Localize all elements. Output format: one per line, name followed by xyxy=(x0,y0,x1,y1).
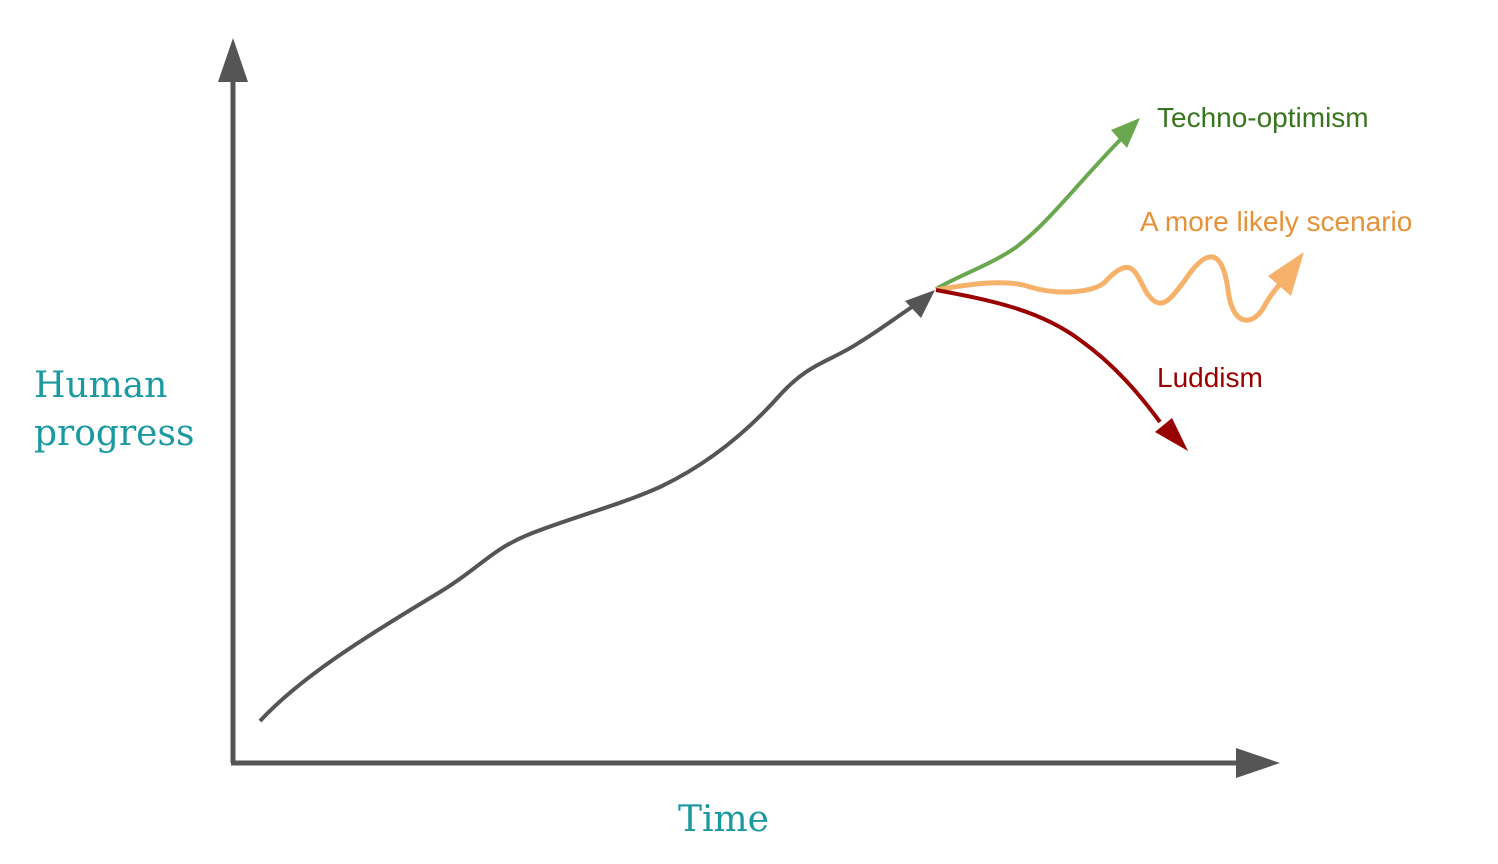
y-axis-label: Human progress xyxy=(34,365,195,454)
likely-curve xyxy=(935,254,1292,323)
likely-arrow xyxy=(1268,252,1304,296)
scenario-label: Luddism xyxy=(1157,362,1263,393)
x-axis-label: Time xyxy=(678,799,769,840)
x-axis-arrow xyxy=(1236,748,1280,778)
history-curve xyxy=(258,303,917,723)
luddism-curve xyxy=(935,288,1162,424)
scenario-label: A more likely scenario xyxy=(1140,206,1413,237)
history-arrow xyxy=(905,290,935,318)
y-axis-arrow xyxy=(218,38,248,82)
optimism-arrow xyxy=(1111,118,1140,148)
scenario-label: Techno-optimism xyxy=(1157,102,1369,133)
luddism-arrow xyxy=(1155,418,1188,451)
optimism-curve xyxy=(934,133,1127,291)
